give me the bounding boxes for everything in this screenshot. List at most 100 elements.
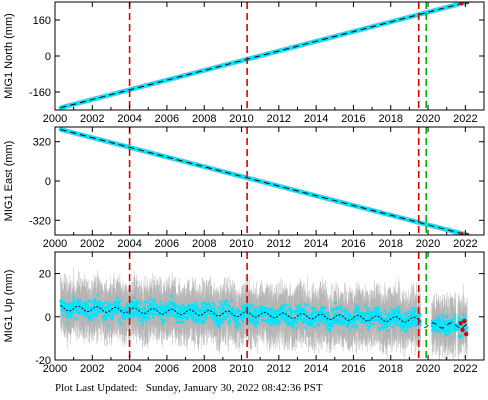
x-tick-label: 2010 [229, 238, 253, 250]
data-point [138, 318, 141, 322]
data-point [212, 304, 216, 308]
data-point [137, 300, 141, 304]
data-point [111, 313, 115, 316]
data-point [112, 303, 116, 307]
x-tick-label: 2008 [192, 113, 216, 125]
data-point [177, 320, 181, 324]
y-tick-label: 0 [45, 176, 51, 188]
recent-point [465, 232, 470, 235]
data-point [113, 300, 116, 303]
data-point [132, 315, 135, 319]
data-point [73, 298, 77, 302]
data-point [211, 307, 214, 311]
data-point [75, 310, 79, 314]
data-point [202, 320, 206, 323]
data-point [135, 303, 139, 306]
x-tick-label: 2004 [117, 113, 141, 125]
data-point [84, 301, 88, 304]
data-point [141, 319, 144, 323]
data-point [152, 316, 155, 319]
data-point [115, 296, 119, 300]
data-point [182, 320, 185, 324]
data-point [105, 317, 108, 321]
x-tick-label: 2006 [155, 113, 179, 125]
data-point [110, 317, 114, 321]
data-point [167, 300, 170, 304]
data-point [212, 302, 215, 305]
data-point [194, 320, 197, 324]
data-point [65, 314, 68, 317]
data-point [205, 303, 209, 307]
data-point [175, 303, 178, 307]
data-point [152, 312, 156, 316]
data-point [74, 317, 77, 320]
y-tick-label: -320 [29, 215, 51, 227]
data-point [189, 310, 193, 314]
x-tick-label: 2020 [416, 113, 440, 125]
data-point [161, 304, 164, 308]
x-tick-label: 2010 [229, 113, 253, 125]
data-point [102, 306, 106, 310]
data-point [92, 312, 96, 315]
data-point [132, 296, 136, 300]
panel-3: 2000 2002 2004 2006 2008 2010 2012 2014 2016 2018… [3, 251, 485, 375]
data-point [135, 299, 139, 303]
data-point [96, 293, 99, 297]
data-point [165, 313, 169, 317]
data-point [125, 302, 129, 306]
data-point [72, 311, 75, 314]
recent-point [459, 232, 464, 235]
data-point [204, 306, 208, 310]
data-point [199, 308, 203, 311]
recent-point [465, 2, 470, 5]
data-point [182, 307, 186, 311]
model-trend-line [60, 128, 468, 235]
data-point [90, 300, 94, 303]
data-point [111, 315, 115, 318]
data-point [175, 321, 179, 324]
data-point [192, 311, 196, 314]
data-point [123, 317, 127, 320]
data-point [101, 304, 105, 308]
data-point [82, 306, 85, 309]
x-tick-label: 2012 [267, 238, 291, 250]
x-tick-label: 2012 [267, 113, 291, 125]
data-point [211, 309, 215, 313]
data-point [95, 312, 99, 316]
data-point [204, 317, 208, 321]
data-point [153, 302, 157, 306]
x-tick-label: 2014 [304, 113, 328, 125]
data-point [106, 300, 109, 304]
data-point [178, 305, 181, 308]
data-point [93, 315, 97, 318]
data-point [119, 321, 123, 325]
x-tick-label: 2020 [416, 238, 440, 250]
x-tick-label: 2002 [80, 238, 104, 250]
y-tick-label: 160 [33, 15, 51, 27]
data-point [153, 299, 157, 303]
data-point [138, 306, 142, 310]
data-point [104, 309, 107, 312]
data-point [121, 307, 125, 310]
y-axis-label: MIG1 East (mm) [3, 141, 15, 222]
data-point [65, 302, 68, 306]
data-point [100, 302, 104, 305]
x-tick-label: 2000 [43, 238, 67, 250]
data-point [93, 297, 97, 301]
x-tick-label: 2006 [155, 238, 179, 250]
data-point [159, 300, 163, 304]
data-point [156, 305, 160, 308]
data-point [94, 308, 98, 311]
x-tick-label: 2004 [117, 238, 141, 250]
panel-2: 2000 2002 2004 2006 2008 2010 2012 2014 2016 2018… [3, 126, 485, 250]
data-point [139, 302, 143, 305]
data-point [163, 319, 167, 322]
data-point [61, 313, 65, 317]
data-point [188, 304, 191, 307]
data-point [201, 306, 204, 309]
data-point [184, 305, 188, 309]
y-tick-label: 320 [33, 137, 51, 149]
data-point [186, 316, 190, 319]
data-point [67, 316, 70, 319]
